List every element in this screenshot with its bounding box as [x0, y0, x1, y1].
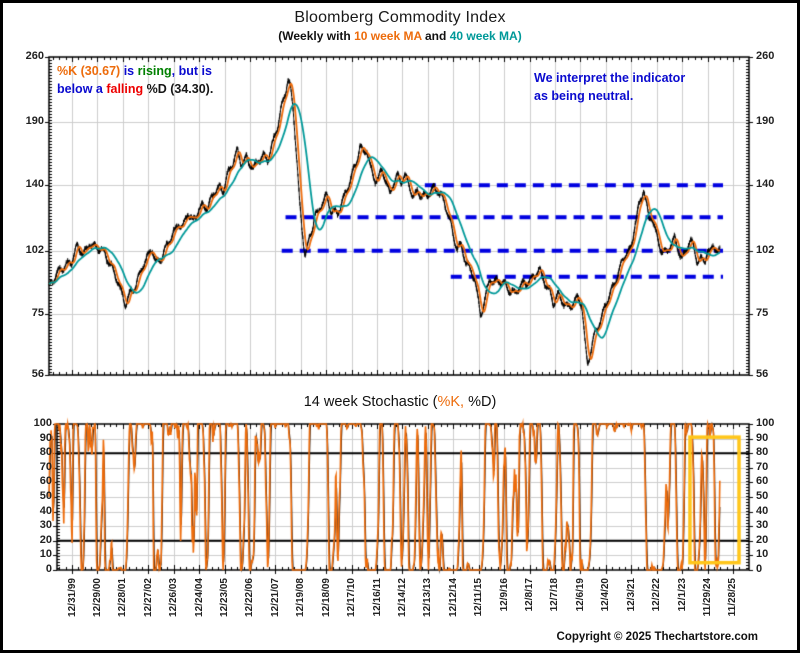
page-title: Bloomberg Commodity Index: [294, 9, 506, 26]
main-y-axis-label-right: 75: [756, 307, 769, 320]
stoch-y-axis-label-right: 80: [756, 446, 769, 459]
text-segment: below a: [57, 82, 107, 96]
stochastic-chart-title: 14 week Stochastic (%K, %D): [0, 394, 800, 410]
x-axis-date-label: 12/21/07: [269, 578, 281, 617]
x-axis-date-label: 12/9/16: [498, 578, 510, 612]
x-axis-date-label: 12/2/22: [651, 578, 663, 612]
x-axis-date-label: 12/28/01: [117, 578, 129, 617]
text-segment: %K,: [437, 394, 465, 410]
main-y-axis-label-left: 75: [31, 307, 44, 320]
x-axis-date-label: 12/11/15: [473, 578, 485, 617]
text-segment: %K (30.67): [57, 64, 121, 78]
text-segment: as being neutral.: [534, 89, 634, 103]
stoch-y-axis-label-right: 10: [756, 548, 769, 561]
stoch-y-axis-label-left: 70: [39, 460, 52, 473]
x-axis-date-label: 12/19/08: [295, 578, 307, 617]
x-axis-date-label: 12/18/09: [320, 578, 332, 617]
x-axis-date-label: 12/1/23: [676, 578, 688, 612]
x-axis-date-label: 12/13/13: [422, 578, 434, 617]
stoch-y-axis-label-left: 10: [39, 548, 52, 561]
text-segment: 14 week Stochastic (: [303, 394, 438, 410]
text-segment: and: [421, 29, 450, 43]
stoch-y-axis-label-left: 60: [39, 475, 52, 488]
stoch-y-axis-label-right: 60: [756, 475, 769, 488]
x-axis-date-label: 12/29/00: [91, 578, 103, 617]
x-axis-date-label: 12/22/06: [244, 578, 256, 617]
main-y-axis-label-right: 102: [756, 243, 775, 256]
main-y-axis-label-right: 140: [756, 178, 775, 191]
x-axis-date-label: 12/4/20: [600, 578, 612, 612]
main-y-axis-label-left: 102: [25, 243, 44, 256]
annotation-line: %K (30.67) is rising, but is: [57, 62, 213, 80]
main-y-axis-label-right: 190: [756, 114, 775, 127]
stoch-y-axis-label-right: 70: [756, 460, 769, 473]
stoch-y-axis-label-left: 100: [33, 417, 52, 429]
main-y-axis-label-left: 190: [25, 114, 44, 127]
text-segment: , but is: [171, 64, 212, 78]
copyright-notice: Copyright © 2025 Thechartstore.com: [556, 631, 758, 643]
stoch-y-axis-label-right: 100: [756, 417, 775, 429]
stoch-y-axis-label-right: 40: [756, 504, 769, 517]
text-segment: 40 week MA): [449, 29, 522, 43]
stoch-y-axis-label-left: 30: [39, 519, 52, 532]
stoch-y-axis-label-left: 50: [39, 490, 52, 502]
main-y-axis-label-left: 56: [31, 368, 44, 380]
stoch-y-axis-label-left: 20: [39, 533, 52, 546]
x-axis-date-label: 12/31/99: [66, 578, 78, 617]
stoch-y-axis-label-right: 50: [756, 490, 769, 502]
stoch-y-axis-label-left: 90: [39, 431, 52, 444]
chart-subtitle-legend: (Weekly with 10 week MA and 40 week MA): [0, 29, 800, 43]
stoch-y-axis-label-right: 30: [756, 519, 769, 532]
x-axis-date-label: 12/14/12: [396, 578, 408, 617]
x-axis-date-label: 11/28/25: [727, 578, 739, 617]
stoch-y-axis-label-left: 80: [39, 446, 52, 459]
interpretation-annotation: We interpret the indicator as being neut…: [534, 69, 685, 105]
annotation-line: We interpret the indicator: [534, 69, 685, 87]
text-segment: rising: [137, 64, 172, 78]
stoch-y-axis-label-right: 20: [756, 533, 769, 546]
x-axis-date-label: 12/23/05: [219, 578, 231, 617]
x-axis-date-label: 12/24/04: [193, 578, 205, 617]
stoch-y-axis-label-right: 90: [756, 431, 769, 444]
x-axis-date-label: 12/3/21: [625, 578, 637, 612]
main-y-axis-label-left: 260: [25, 50, 44, 62]
main-y-axis-label-right: 260: [756, 50, 775, 62]
text-segment: (Weekly with: [278, 29, 355, 43]
text-segment: %D (34.30).: [143, 82, 214, 96]
main-y-axis-label-right: 56: [756, 368, 769, 380]
annotation-line: as being neutral.: [534, 87, 685, 105]
x-axis-date-label: 12/6/19: [574, 578, 586, 612]
stochastic-status-annotation: %K (30.67) is rising, but is below a fal…: [57, 62, 213, 98]
text-segment: 10 week MA: [354, 29, 422, 43]
x-axis-date-label: 12/26/03: [168, 578, 180, 617]
text-segment: %D): [464, 394, 497, 410]
text-segment: is: [120, 64, 138, 78]
x-axis-date-label: 12/16/11: [371, 578, 383, 617]
text-segment: We interpret the indicator: [534, 71, 686, 85]
stoch-y-axis-label-right: 0: [756, 563, 763, 575]
x-axis-date-label: 12/12/14: [447, 578, 459, 617]
stoch-y-axis-label-left: 0: [45, 563, 52, 575]
text-segment: falling: [106, 82, 144, 96]
x-axis-date-label: 12/8/17: [524, 578, 536, 612]
main-y-axis-label-left: 140: [25, 178, 44, 191]
x-axis-date-label: 12/7/18: [549, 578, 561, 612]
x-axis-date-label: 11/29/24: [702, 578, 713, 617]
annotation-line: below a falling %D (34.30).: [57, 80, 213, 98]
stoch-y-axis-label-left: 40: [39, 504, 52, 517]
x-axis-date-label: 12/27/02: [142, 578, 154, 617]
x-axis-date-label: 12/17/10: [346, 578, 358, 617]
